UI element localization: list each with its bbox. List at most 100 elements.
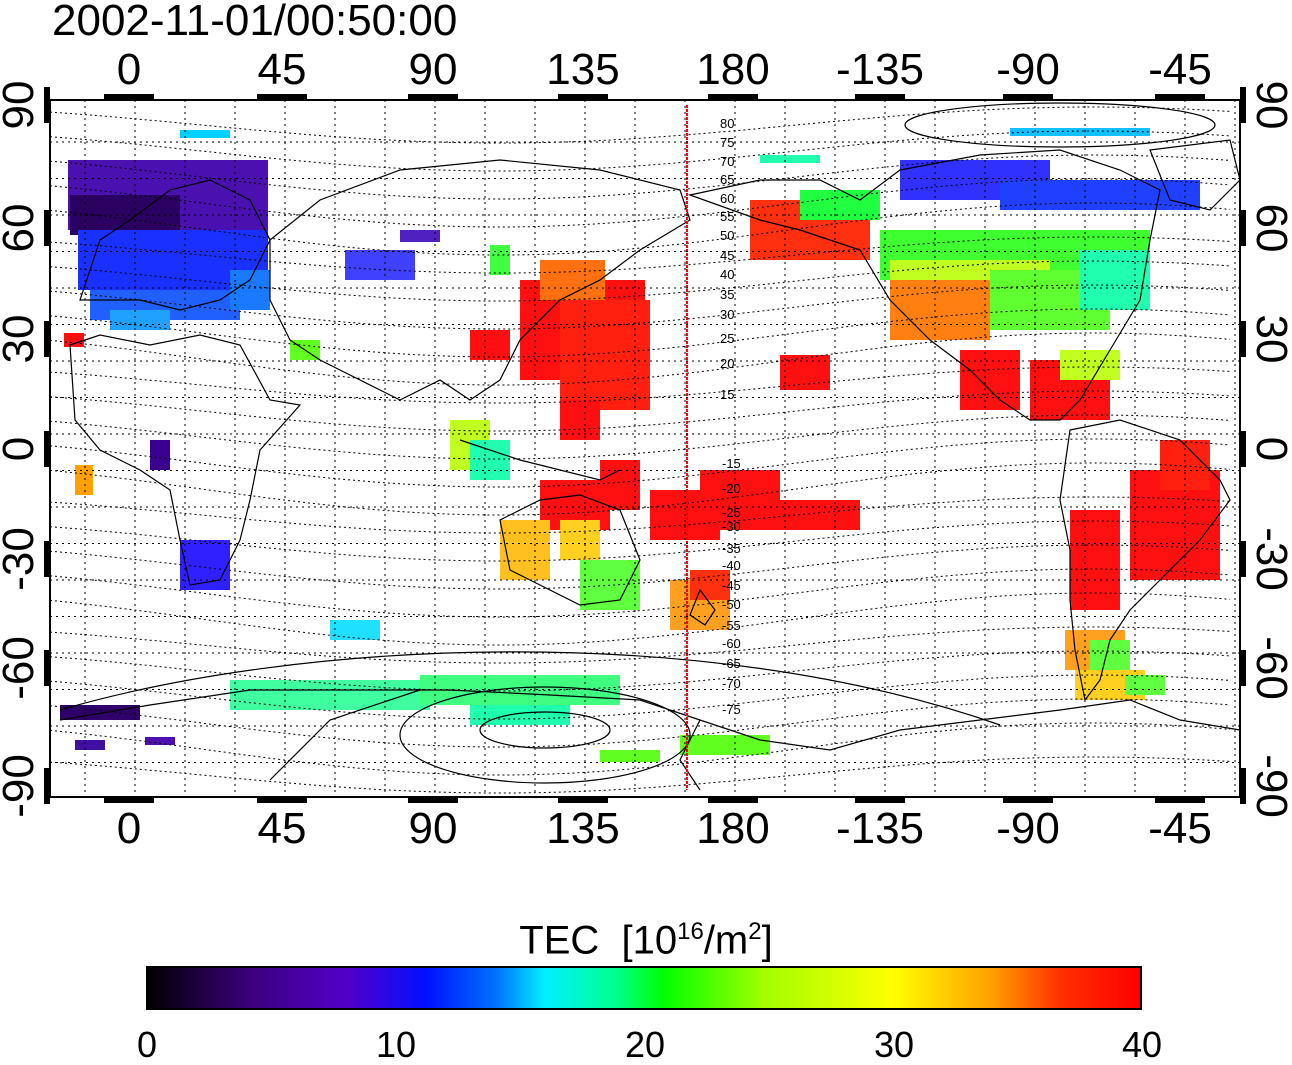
magnetic-latitude-contour: [50, 626, 1231, 664]
magnetic-latitude-contour: [50, 154, 1231, 200]
tec-data-cells: [60, 128, 1220, 762]
magnetic-latitude-label: 25: [720, 331, 734, 346]
bottom-longitude-label: 90: [409, 804, 458, 853]
bottom-frame-tick: [257, 797, 307, 803]
map-grid: [50, 100, 1240, 797]
magnetic-latitude-labels-south: -15 -20 -25-30 -35 -40 -45 -50 -55 -60 -65 -70 -75: [722, 456, 741, 717]
magnetic-latitude-contour: [50, 366, 1231, 404]
magnetic-latitude-contour: [50, 106, 1231, 144]
right-frame-tick: [1240, 650, 1246, 686]
magnetic-latitude-label: -40: [722, 558, 741, 573]
left-latitude-label: -60: [0, 636, 43, 700]
magnetic-latitude-label: -55: [722, 618, 741, 633]
left-latitude-label: -30: [0, 527, 43, 591]
magnetic-latitude-label: -20: [722, 481, 741, 496]
left-frame-tick: [44, 210, 50, 246]
magnetic-latitude-label: 75: [720, 135, 734, 150]
left-latitude-label: 30: [0, 315, 43, 364]
magnetic-latitude-label: -25: [722, 505, 741, 520]
bottom-longitude-label: -90: [996, 804, 1060, 853]
magnetic-latitude-label: 15: [720, 387, 734, 402]
magnetic-latitude-contour: [50, 756, 1231, 794]
colorbar-tick-20: 20: [624, 1024, 666, 1065]
right-latitude-label: -60: [1247, 636, 1292, 700]
solid-contours: [59, 102, 1216, 784]
colorbar-tick-40: 40: [1121, 1024, 1163, 1065]
magnetic-latitude-label: -45: [722, 578, 741, 593]
top-longitude-label: 45: [258, 45, 307, 94]
bottom-longitude-labels: 0 45 90 135 180 -135 -90 -45: [117, 804, 1212, 853]
magnetic-latitude-contour: [50, 674, 1231, 720]
left-latitude-label: 0: [0, 437, 43, 461]
magnetic-latitude-contour: [50, 650, 1231, 692]
magnetic-latitude-label: -65: [722, 656, 741, 671]
magnetic-latitude-contour: [50, 544, 1231, 590]
magnetic-latitude-labels-north: 80 75 70 65 60 55 50 45 40 35 30 25 20 15: [720, 116, 734, 402]
left-latitude-label: -90: [0, 754, 43, 818]
bottom-frame-tick: [1003, 797, 1053, 803]
magnetic-latitude-label: 30: [720, 307, 734, 322]
right-latitude-label: 30: [1247, 315, 1292, 364]
top-frame-tick: [708, 94, 758, 100]
magnetic-latitude-label: -50: [722, 597, 741, 612]
top-frame-tick: [1003, 94, 1053, 100]
bottom-longitude-label: 0: [117, 804, 141, 853]
magnetic-latitude-label: 80: [720, 116, 734, 131]
top-longitude-label: -135: [836, 45, 924, 94]
right-frame-tick: [1240, 87, 1246, 123]
magnetic-latitude-label: -75: [722, 702, 741, 717]
magnetic-latitude-label: 60: [720, 191, 734, 206]
top-longitude-label: 90: [409, 45, 458, 94]
magnetic-latitude-label: 50: [720, 228, 734, 243]
top-longitude-label: -45: [1148, 45, 1212, 94]
right-frame-tick: [1240, 768, 1246, 804]
top-frame-tick: [855, 94, 905, 100]
magnetic-latitude-label: 45: [720, 248, 734, 263]
bottom-longitude-label: 45: [258, 804, 307, 853]
colorbar-tick-10: 10: [375, 1024, 417, 1065]
bottom-frame-tick: [1155, 797, 1205, 803]
right-latitude-label: 60: [1247, 204, 1292, 253]
left-frame-tick: [44, 321, 50, 357]
top-frame-tick: [408, 94, 458, 100]
magnetic-latitude-label: 70: [720, 154, 734, 169]
colorbar-unit-exp2: 2: [748, 918, 762, 945]
bottom-frame-tick: [708, 797, 758, 803]
top-longitude-labels: 0 45 90 135 180 -135 -90 -45: [117, 45, 1212, 94]
magnetic-latitude-contour: [50, 414, 1231, 460]
left-frame-tick: [44, 541, 50, 577]
left-frame-tick: [44, 650, 50, 686]
top-frame-tick: [104, 94, 154, 100]
magnetic-latitude-label: -60: [722, 636, 741, 651]
magnetic-latitude-label: 35: [720, 287, 734, 302]
bottom-frame-tick: [104, 797, 154, 803]
magnetic-latitude-contours: [50, 106, 1231, 794]
top-longitude-label: -90: [996, 45, 1060, 94]
magnetic-latitude-label: -30: [722, 519, 741, 534]
magnetic-latitude-contour: [50, 284, 1231, 330]
magnetic-latitude-contour: [50, 496, 1231, 534]
colorbar: [146, 966, 1142, 1010]
magnetic-latitude-label: 65: [720, 172, 734, 187]
colorbar-unit-mid: /m: [703, 918, 749, 963]
coastlines: [59, 139, 1240, 791]
colorbar-quantity: TEC: [519, 918, 600, 963]
colorbar-tick-30: 30: [873, 1024, 915, 1065]
magnetic-latitude-contour: [50, 390, 1231, 432]
magnetic-latitude-label: -15: [722, 456, 741, 471]
right-latitude-label: 0: [1247, 437, 1292, 461]
bottom-longitude-label: 135: [546, 804, 619, 853]
bottom-frame-tick: [558, 797, 608, 803]
left-frame-tick: [44, 768, 50, 804]
bottom-frame-tick: [855, 797, 905, 803]
magnetic-latitude-contour: [50, 236, 1231, 274]
right-latitude-label: -30: [1247, 527, 1292, 591]
bottom-longitude-label: -45: [1148, 804, 1212, 853]
bottom-longitude-label: -135: [836, 804, 924, 853]
magnetic-latitude-contour: [50, 130, 1231, 172]
right-frame-tick: [1240, 321, 1246, 357]
bottom-longitude-label: 180: [696, 804, 769, 853]
top-frame-tick: [1155, 94, 1205, 100]
left-latitude-label: 90: [0, 81, 43, 130]
